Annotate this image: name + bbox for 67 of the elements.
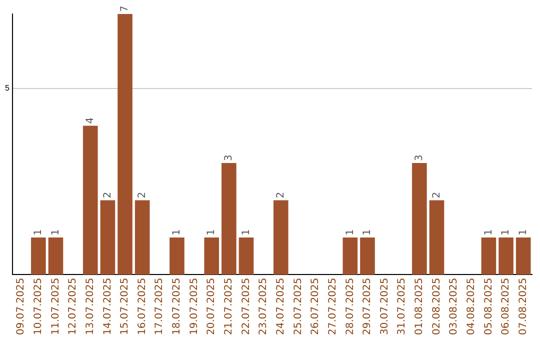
bar <box>204 237 220 275</box>
data-label: 4 <box>84 117 96 124</box>
x-tick-label: 01.08.2025 <box>414 278 426 336</box>
data-label: 1 <box>518 229 529 236</box>
bar <box>31 237 46 275</box>
data-label: 1 <box>500 229 512 236</box>
data-label: 2 <box>275 192 286 198</box>
x-tick-label: 14.07.2025 <box>102 278 114 336</box>
x-tick-label: 29.07.2025 <box>362 278 374 336</box>
data-label: 3 <box>414 154 426 161</box>
bar <box>412 162 427 275</box>
data-label: 1 <box>344 229 356 236</box>
bar <box>342 237 358 275</box>
x-tick-label: 12.07.2025 <box>68 278 79 336</box>
data-label: 2 <box>102 192 114 198</box>
x-tick-label: 05.08.2025 <box>483 278 494 336</box>
data-label: 1 <box>206 229 218 236</box>
data-label: 1 <box>172 229 183 236</box>
x-tick-label: 28.07.2025 <box>344 278 356 336</box>
x-tick-label: 15.07.2025 <box>120 278 131 336</box>
x-tick-label: 22.07.2025 <box>240 278 252 336</box>
x-tick-label: 17.07.2025 <box>154 278 166 336</box>
y-tick-label: 5 <box>4 84 10 93</box>
data-label: 3 <box>224 154 235 161</box>
data-label: 1 <box>33 229 44 236</box>
data-label: 7 <box>120 6 131 12</box>
bar <box>48 237 64 275</box>
data-label: 1 <box>50 229 62 236</box>
x-tick-label: 03.08.2025 <box>448 278 460 336</box>
x-tick-label: 10.07.2025 <box>33 278 44 336</box>
data-label: 1 <box>483 229 494 236</box>
x-tick-label: 27.07.2025 <box>327 278 338 336</box>
x-tick-label: 19.07.2025 <box>188 278 200 336</box>
x-tick-label: 31.07.2025 <box>396 278 408 336</box>
bar <box>118 14 132 275</box>
x-tick-label: 20.07.2025 <box>206 278 218 336</box>
x-tick-label: 30.07.2025 <box>379 278 390 336</box>
data-label: 1 <box>362 229 374 236</box>
bar <box>516 237 531 275</box>
x-tick-label: 21.07.2025 <box>224 278 235 336</box>
bar <box>238 237 254 275</box>
bar <box>273 200 288 275</box>
bar <box>82 126 98 275</box>
x-tick-label: 13.07.2025 <box>84 278 96 336</box>
data-label: 2 <box>136 192 148 198</box>
data-label: 2 <box>431 192 442 198</box>
bar <box>360 237 375 275</box>
x-tick-label: 02.08.2025 <box>431 278 442 336</box>
x-tick-label: 24.07.2025 <box>275 278 286 336</box>
x-tick-label: 09.07.2025 <box>16 278 27 336</box>
bar <box>429 200 444 275</box>
bar <box>498 237 514 275</box>
bar <box>481 237 496 275</box>
bar <box>222 162 236 275</box>
x-tick-label: 25.07.2025 <box>292 278 304 336</box>
x-tick-label: 07.08.2025 <box>518 278 529 336</box>
bar <box>100 200 116 275</box>
bar <box>134 200 150 275</box>
x-tick-label: 04.08.2025 <box>466 278 477 336</box>
x-tick-label: 18.07.2025 <box>172 278 183 336</box>
x-tick-label: 16.07.2025 <box>136 278 148 336</box>
x-tick-label: 06.08.2025 <box>500 278 512 336</box>
data-label: 1 <box>240 229 252 236</box>
bar <box>170 237 184 275</box>
x-tick-label: 23.07.2025 <box>258 278 270 336</box>
x-tick-label: 26.07.2025 <box>310 278 322 336</box>
x-tick-label: 11.07.2025 <box>50 278 62 336</box>
